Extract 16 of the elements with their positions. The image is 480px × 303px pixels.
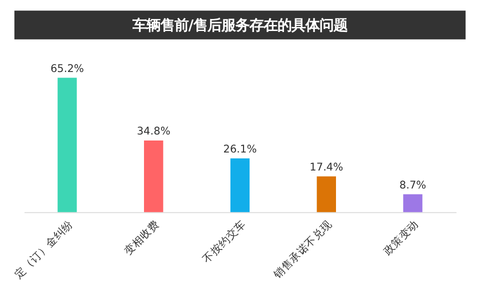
x-tick-label: 销售承诺不兑现 [270,217,335,282]
x-tick-label: 变相收费 [122,217,162,258]
x-tick-label: 定（订）金纠纷 [12,217,76,282]
bar [316,176,336,212]
bar [230,158,250,212]
bar [144,140,164,212]
x-tick-label: 政策变动 [380,217,422,258]
data-label: 26.1% [223,144,257,156]
x-tick-label: 不按约交车 [200,217,248,266]
data-label: 8.7% [399,179,426,192]
bar [403,194,422,212]
data-label: 17.4% [310,162,344,174]
data-label: 65.2% [50,63,84,76]
chart-title: 车辆售前/售后服务存在的具体问题 [131,16,348,34]
bar [58,78,77,212]
data-label: 34.8% [136,126,170,138]
